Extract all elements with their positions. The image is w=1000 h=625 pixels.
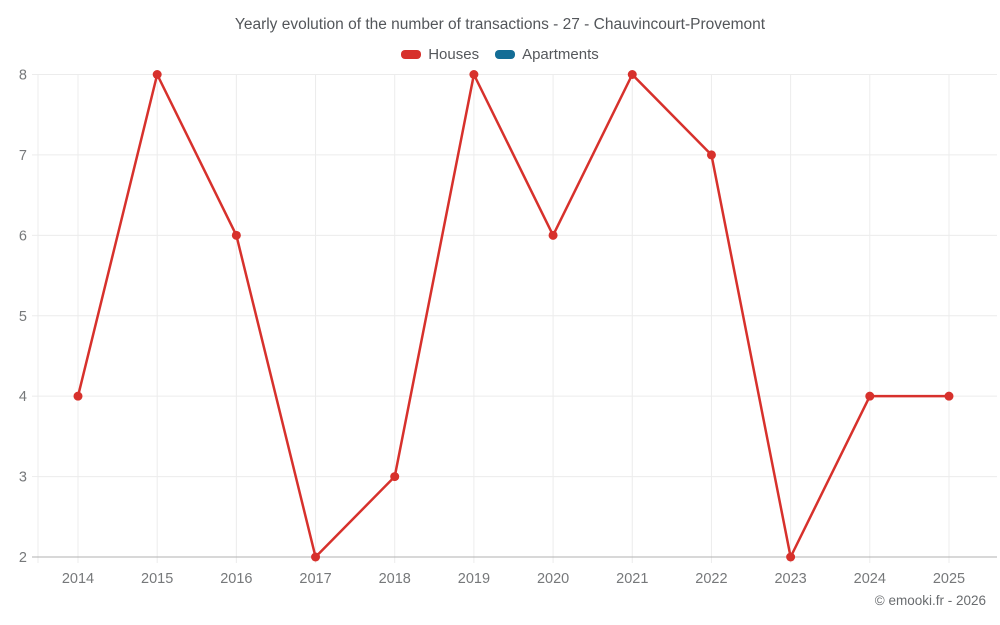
legend: Houses Apartments [0, 46, 1000, 63]
data-point-houses-2022[interactable] [706, 150, 716, 160]
data-point-houses-2015[interactable] [152, 70, 162, 79]
y-tick-label: 4 [19, 389, 27, 405]
y-tick-label: 7 [19, 148, 27, 164]
data-point-houses-2020[interactable] [548, 230, 558, 240]
y-tick-label: 3 [19, 470, 27, 486]
y-tick-label: 2 [19, 550, 27, 566]
x-tick-label: 2021 [616, 571, 648, 587]
x-tick-label: 2024 [854, 571, 886, 587]
page-title: Yearly evolution of the number of transa… [234, 16, 766, 33]
data-point-houses-2021[interactable] [627, 70, 637, 79]
x-tick-label: 2014 [62, 571, 94, 587]
x-tick-label: 2022 [695, 571, 727, 587]
data-point-houses-2025[interactable] [944, 391, 954, 401]
y-tick-label: 5 [19, 309, 27, 325]
houses-legend-swatch-icon [401, 50, 422, 59]
legend-item-houses[interactable]: Houses [401, 46, 479, 63]
legend-label-apartments: Apartments [522, 46, 599, 63]
data-point-houses-2017[interactable] [311, 552, 321, 562]
x-tick-label: 2019 [458, 571, 490, 587]
x-tick-label: 2016 [220, 571, 252, 587]
x-tick-label: 2018 [379, 571, 411, 587]
data-point-houses-2014[interactable] [73, 391, 83, 401]
watermark: © emooki.fr - 2026 [874, 593, 986, 608]
data-point-houses-2016[interactable] [231, 230, 241, 240]
y-tick-label: 8 [19, 68, 27, 84]
x-tick-label: 2020 [537, 571, 569, 587]
x-tick-label: 2017 [299, 571, 331, 587]
x-tick-label: 2023 [774, 571, 806, 587]
houses-line [76, 73, 951, 559]
x-tick-label: 2025 [933, 571, 965, 587]
data-point-houses-2018[interactable] [390, 472, 400, 482]
data-point-houses-2023[interactable] [786, 552, 796, 562]
x-tick-label: 2015 [141, 571, 173, 587]
data-point-houses-2024[interactable] [865, 391, 875, 401]
y-tick-label: 6 [19, 228, 27, 244]
apartments-legend-swatch-icon [495, 50, 516, 59]
legend-label-houses: Houses [428, 46, 480, 63]
legend-item-apartments[interactable]: Apartments [495, 46, 599, 63]
data-point-houses-2019[interactable] [469, 70, 479, 79]
